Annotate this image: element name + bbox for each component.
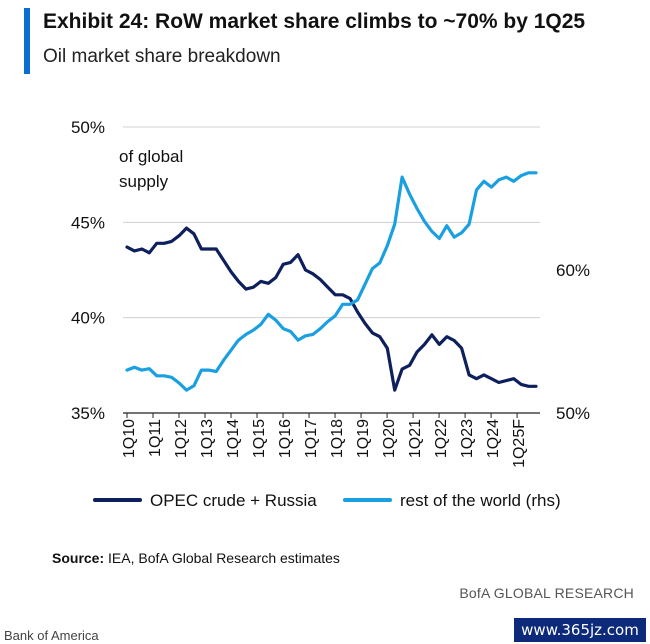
x-tick-label: 1Q18 — [329, 419, 346, 458]
company-name: Bank of America — [4, 628, 99, 643]
y-left-tick-label: 50% — [71, 118, 105, 137]
x-tick-label: 1Q15 — [251, 419, 268, 458]
chart-annotation: supply — [119, 172, 169, 191]
x-tick-label: 1Q14 — [225, 419, 242, 458]
y-left-tick-label: 35% — [71, 404, 105, 423]
x-tick-label: 1Q17 — [303, 419, 320, 458]
x-tick-label: 1Q25F — [511, 419, 528, 468]
y-right-tick-label: 60% — [556, 261, 590, 280]
y-right-tick-label: 50% — [556, 404, 590, 423]
x-tick-label: 1Q19 — [355, 419, 372, 458]
x-tick-label: 1Q16 — [277, 419, 294, 458]
line-chart: 35% 40% 45% 50% 50% 60% 1Q10 1Q11 1Q12 1Q13 1Q14 1Q… — [71, 118, 590, 510]
source-note: Source: IEA, BofA Global Research estima… — [52, 550, 340, 566]
y-left-tick-label: 45% — [71, 213, 105, 232]
x-tick-label: 1Q24 — [485, 419, 502, 458]
title-accent-bar — [24, 8, 30, 74]
x-tick-label: 1Q21 — [407, 419, 424, 458]
x-tick-label: 1Q10 — [121, 419, 138, 458]
brand-label: BofA GLOBAL RESEARCH — [459, 585, 634, 601]
x-tick-label: 1Q23 — [459, 419, 476, 458]
legend-label: rest of the world (rhs) — [400, 491, 561, 510]
chart-annotation: of global — [119, 147, 183, 166]
x-tick-label: 1Q12 — [173, 419, 190, 458]
legend-label: OPEC crude + Russia — [150, 491, 317, 510]
x-tick-label: 1Q20 — [381, 419, 398, 458]
page-subtitle: Oil market share breakdown — [43, 46, 281, 67]
watermark: www.365jz.com — [514, 618, 646, 642]
source-text: IEA, BofA Global Research estimates — [108, 550, 340, 566]
page-title: Exhibit 24: RoW market share climbs to ~… — [43, 10, 586, 33]
series-line-rest-of-world — [125, 171, 538, 392]
series-line-opec-russia — [125, 226, 538, 392]
y-left-tick-label: 40% — [71, 309, 105, 328]
source-label: Source: — [52, 550, 105, 566]
x-tick-label: 1Q11 — [147, 419, 164, 457]
x-tick-label: 1Q22 — [433, 419, 450, 458]
x-tick-label: 1Q13 — [199, 419, 216, 458]
